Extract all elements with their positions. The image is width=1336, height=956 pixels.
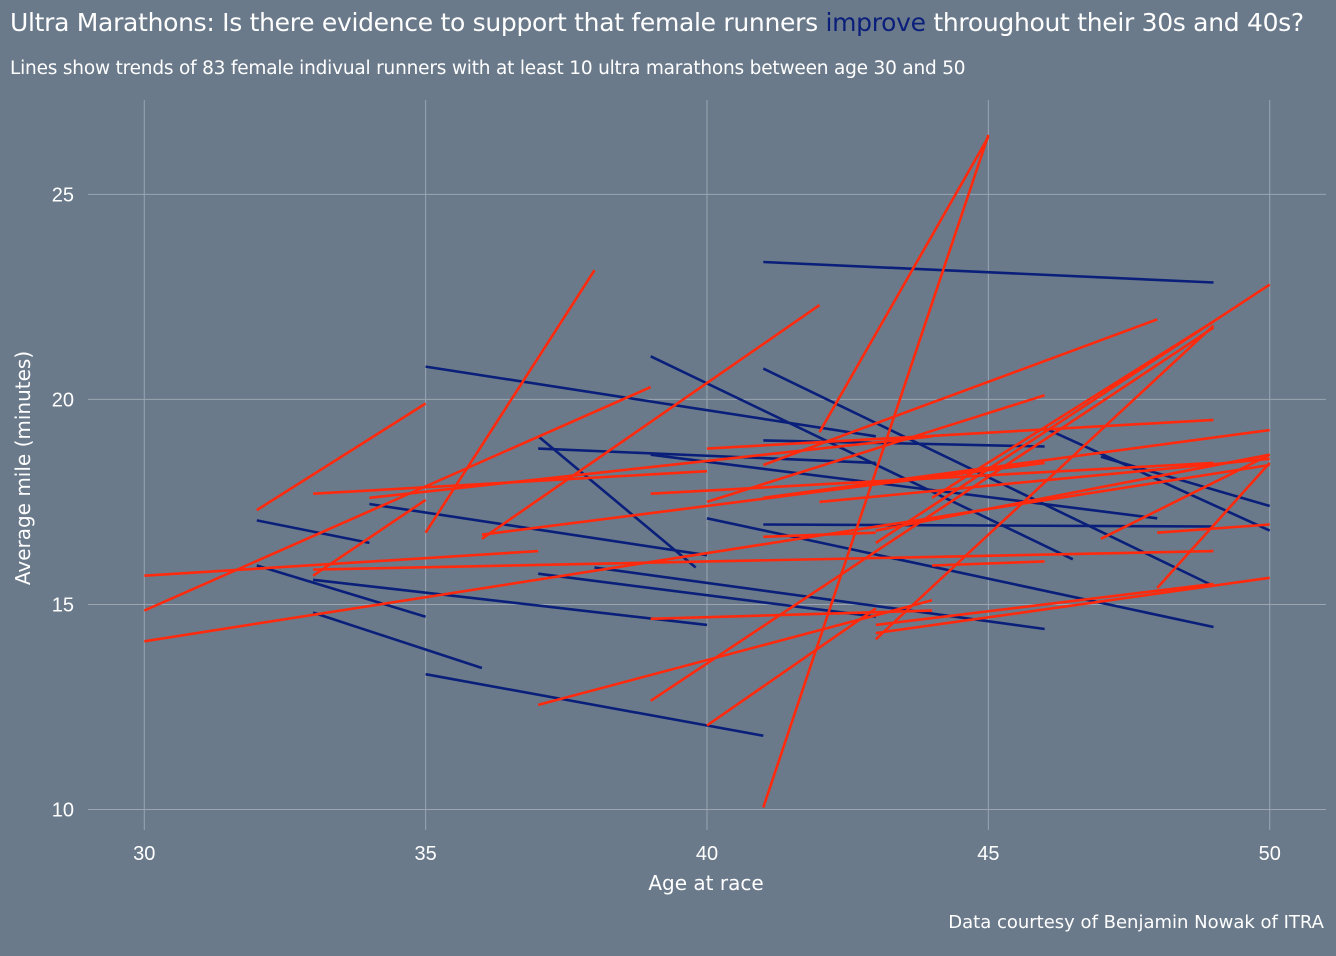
data-credit-caption: Data courtesy of Benjamin Nowak of ITRA <box>948 912 1324 933</box>
chart-title: Ultra Marathons: Is there evidence to su… <box>10 8 1304 37</box>
x-tick-label-45: 45 <box>977 843 999 865</box>
runner-line-improve-8 <box>650 453 1158 520</box>
runner-line-improve-1 <box>763 260 1214 284</box>
title-text-after: throughout their 30s and 40s? <box>925 8 1304 37</box>
runner-line-slower-41 <box>313 549 1214 571</box>
runner-line-slower-45 <box>1156 462 1271 589</box>
runner-line-improve-17 <box>538 572 876 618</box>
runner-line-slower-37 <box>819 457 1270 504</box>
runner-line-slower-50 <box>650 609 933 621</box>
runner-line-slower-46 <box>706 607 877 727</box>
runner-line-slower-40 <box>312 498 427 577</box>
runner-line-slower-36 <box>650 461 1214 495</box>
runner-line-slower-52 <box>875 576 1270 635</box>
runner-line-improve-16 <box>312 578 708 627</box>
title-highlight-improve: improve <box>825 8 926 37</box>
runner-line-slower-54 <box>875 453 1270 532</box>
runner-line-slower-44 <box>1100 453 1271 540</box>
runner-line-slower-53 <box>763 531 876 539</box>
title-text-before: Ultra Marathons: Is there evidence to su… <box>10 8 826 37</box>
axis-ticks: 30 35 40 45 50 10 15 20 25 <box>52 184 1281 865</box>
x-tick-label-40: 40 <box>696 843 718 865</box>
y-tick-label-25: 25 <box>52 184 74 206</box>
y-axis-title: Average mile (minutes) <box>11 351 35 585</box>
runner-line-improve-19 <box>312 611 483 670</box>
runner-line-slower-34 <box>763 428 1270 500</box>
runner-line-improve-13 <box>706 517 1214 629</box>
runner-line-slower-43 <box>1157 523 1270 534</box>
runner-trend-lines <box>143 134 1271 808</box>
runner-line-slower-32 <box>369 435 933 500</box>
runner-line-improve-5 <box>537 435 697 569</box>
runner-line-slower-47 <box>649 326 1215 702</box>
runner-line-improve-11 <box>369 502 708 557</box>
chart-subtitle: Lines show trends of 83 female indivual … <box>10 58 966 79</box>
runner-line-slower-25 <box>256 402 427 512</box>
gridlines <box>88 100 1326 830</box>
runner-line-slower-26 <box>143 385 652 612</box>
runner-line-slower-38 <box>144 463 1270 643</box>
runner-line-improve-15 <box>256 564 426 618</box>
runner-line-slower-30 <box>706 394 1045 504</box>
y-tick-label-20: 20 <box>52 389 74 411</box>
runner-line-improve-2 <box>425 365 876 438</box>
runner-line-slower-22 <box>818 136 990 433</box>
runner-line-slower-49 <box>874 324 1215 641</box>
runner-line-slower-35 <box>481 461 1045 536</box>
runner-line-slower-24 <box>481 304 821 540</box>
runner-line-slower-42 <box>932 560 1045 567</box>
runner-line-improve-12 <box>256 519 370 545</box>
runner-line-improve-7 <box>538 447 876 465</box>
x-tick-label-50: 50 <box>1259 843 1281 865</box>
x-tick-label-35: 35 <box>415 843 437 865</box>
runner-line-improve-10 <box>1100 455 1271 508</box>
x-tick-label-30: 30 <box>133 843 155 865</box>
runner-line-improve-9 <box>1044 426 1271 532</box>
runner-line-slower-33 <box>706 418 1214 450</box>
x-axis-title: Age at race <box>648 871 763 895</box>
y-tick-label-10: 10 <box>52 799 74 821</box>
runner-line-improve-14 <box>763 523 1214 528</box>
runner-line-slower-51 <box>875 582 1214 627</box>
runner-line-slower-21 <box>762 134 990 808</box>
runner-line-improve-20 <box>425 672 764 737</box>
runner-line-slower-23 <box>424 269 596 534</box>
y-tick-label-15: 15 <box>52 594 74 616</box>
runner-line-slower-39 <box>144 549 539 577</box>
runner-line-slower-48 <box>537 599 933 707</box>
runner-line-improve-6 <box>763 439 1045 448</box>
